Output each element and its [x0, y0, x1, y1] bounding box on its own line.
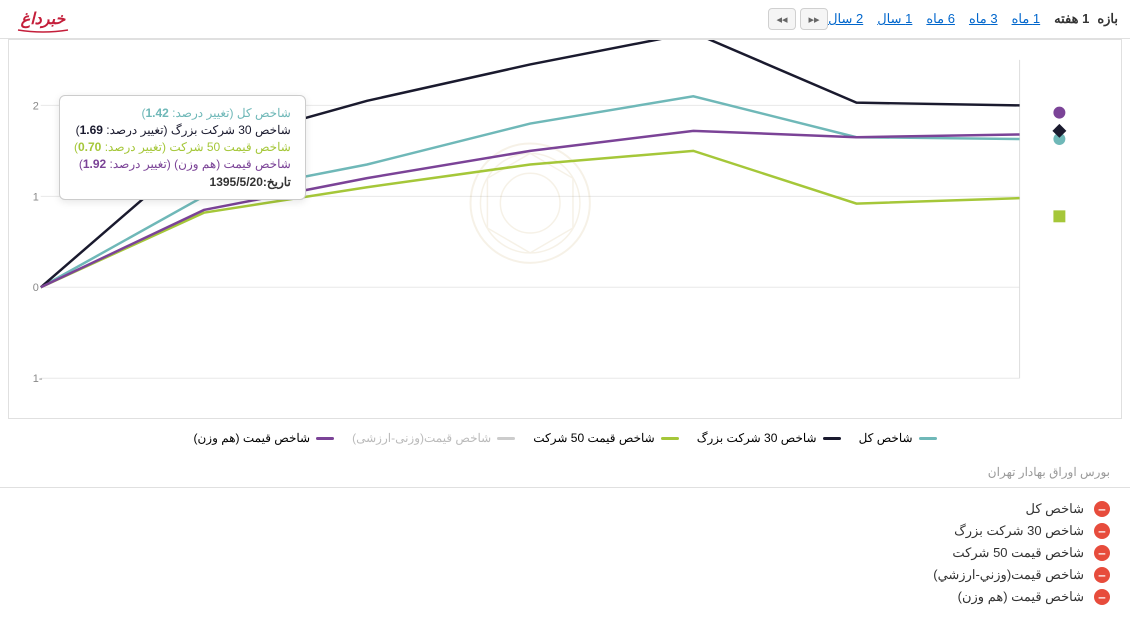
- legend-swatch: [316, 437, 334, 440]
- legend-swatch: [919, 437, 937, 440]
- tooltip-date: تاریخ:1395/5/20: [74, 175, 291, 189]
- legend-item-2[interactable]: شاخص قیمت 50 شرکت: [533, 431, 678, 445]
- legend-label: شاخص قیمت 50 شرکت: [533, 431, 654, 445]
- remove-icon[interactable]: ‒: [1094, 567, 1110, 583]
- tooltip-row: شاخص قیمت (هم وزن) (تغییر درصد: 1.92): [74, 157, 291, 171]
- nav-prev-button[interactable]: ◂◂: [768, 8, 796, 30]
- index-row-3[interactable]: ‒ شاخص قیمت(وزني-ارزشي): [20, 564, 1110, 586]
- range-link-2[interactable]: 3 ماه: [969, 11, 998, 27]
- chart-plot-area[interactable]: -1 0 1 2 شاخص کل (تغییر درصد: 1.42) شاخص 30 …: [8, 39, 1122, 419]
- range-link-0[interactable]: 1 هفته: [1054, 11, 1089, 27]
- nav-next-button[interactable]: ▸▸: [800, 8, 828, 30]
- legend-item-1[interactable]: شاخص 30 شرکت بزرگ: [697, 431, 841, 445]
- legend-label: شاخص کل: [859, 431, 913, 445]
- tooltip-row: شاخص 30 شرکت بزرگ (تغییر درصد: 1.69): [74, 123, 291, 137]
- range-link-5[interactable]: 2 سال: [828, 11, 863, 27]
- chart-legend: شاخص کل شاخص 30 شرکت بزرگ شاخص قیمت 50 شرک…: [0, 419, 1130, 457]
- legend-label: شاخص 30 شرکت بزرگ: [697, 431, 817, 445]
- chart-container: بازه 1 هفته 1 ماه 3 ماه 6 ماه 1 سال 2 سال ◂◂ …: [0, 0, 1130, 618]
- range-label: بازه: [1097, 11, 1118, 27]
- index-label: شاخص قیمت (هم وزن): [958, 589, 1084, 605]
- header: بازه 1 هفته 1 ماه 3 ماه 6 ماه 1 سال 2 سال ◂◂ …: [0, 0, 1130, 39]
- legend-item-3[interactable]: شاخص قیمت(وزنی-ارزشی): [352, 431, 515, 445]
- index-row-0[interactable]: ‒ شاخص کل: [20, 498, 1110, 520]
- tooltip-row: شاخص قیمت 50 شرکت (تغییر درصد: 0.70): [74, 140, 291, 154]
- tooltip-row: شاخص کل (تغییر درصد: 1.42): [74, 106, 291, 120]
- remove-icon[interactable]: ‒: [1094, 589, 1110, 605]
- index-row-2[interactable]: ‒ شاخص قیمت 50 شرکت: [20, 542, 1110, 564]
- svg-text:0: 0: [33, 282, 39, 294]
- svg-text:خبرداغ: خبرداغ: [21, 11, 67, 29]
- remove-icon[interactable]: ‒: [1094, 501, 1110, 517]
- svg-text:-1: -1: [33, 373, 43, 385]
- remove-icon[interactable]: ‒: [1094, 523, 1110, 539]
- chart-tooltip: شاخص کل (تغییر درصد: 1.42) شاخص 30 شرکت ب…: [59, 95, 306, 200]
- index-row-1[interactable]: ‒ شاخص 30 شرکت بزرگ: [20, 520, 1110, 542]
- remove-icon[interactable]: ‒: [1094, 545, 1110, 561]
- site-logo: خبرداغ: [8, 2, 78, 43]
- svg-text:1: 1: [33, 191, 39, 203]
- legend-swatch: [497, 437, 515, 440]
- index-label: شاخص 30 شرکت بزرگ: [954, 523, 1084, 539]
- index-list: ‒ شاخص کل ‒ شاخص 30 شرکت بزرگ ‒ شاخص قیمت 50 …: [0, 487, 1130, 618]
- range-link-1[interactable]: 1 ماه: [1012, 11, 1041, 27]
- svg-text:2: 2: [33, 100, 39, 112]
- index-label: شاخص کل: [1026, 501, 1084, 517]
- legend-item-0[interactable]: شاخص کل: [859, 431, 937, 445]
- chart-footer: بورس اوراق بهادار تهران: [0, 457, 1130, 487]
- legend-item-4[interactable]: شاخص قیمت (هم وزن): [193, 431, 334, 445]
- range-link-4[interactable]: 1 سال: [877, 11, 912, 27]
- index-label: شاخص قیمت 50 شرکت: [952, 545, 1084, 561]
- legend-label: شاخص قیمت(وزنی-ارزشی): [352, 431, 491, 445]
- legend-swatch: [823, 437, 841, 440]
- range-selector: 1 هفته 1 ماه 3 ماه 6 ماه 1 سال 2 سال: [828, 11, 1089, 27]
- nav-buttons: ◂◂ ▸▸: [768, 8, 828, 30]
- range-link-3[interactable]: 6 ماه: [926, 11, 955, 27]
- index-label: شاخص قیمت(وزني-ارزشي): [933, 567, 1084, 583]
- index-row-4[interactable]: ‒ شاخص قیمت (هم وزن): [20, 586, 1110, 608]
- legend-swatch: [661, 437, 679, 440]
- legend-label: شاخص قیمت (هم وزن): [193, 431, 310, 445]
